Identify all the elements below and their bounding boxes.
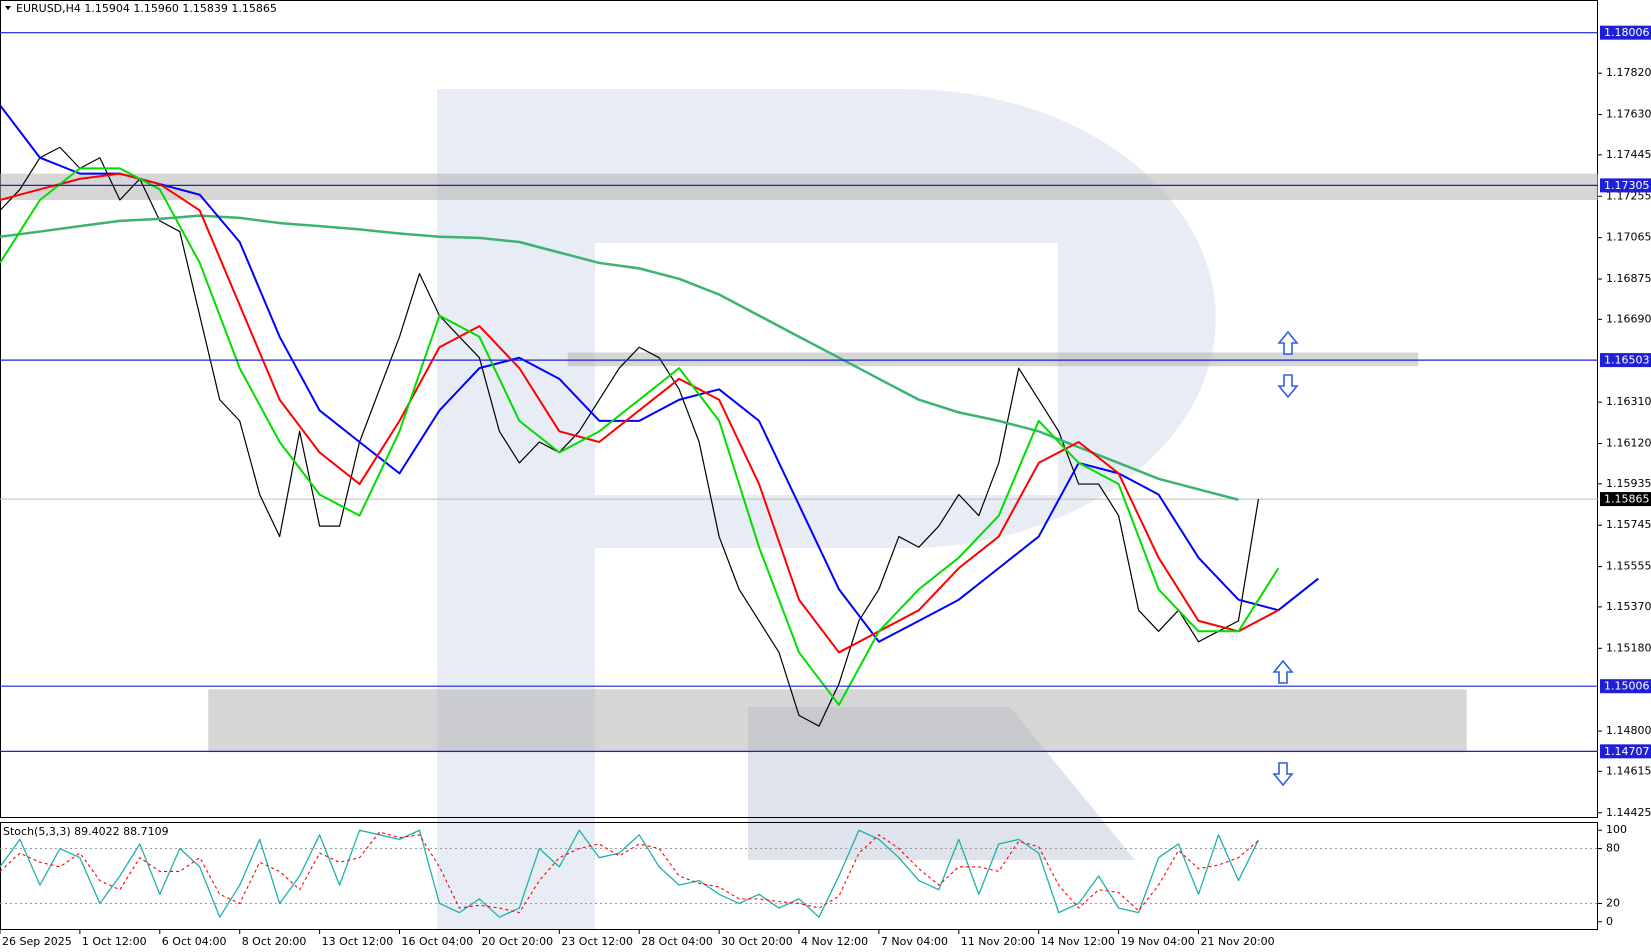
y-tick-label: 1.16120 xyxy=(1606,437,1651,450)
y-tick-label: 1.17820 xyxy=(1606,66,1651,79)
level-label-box xyxy=(1600,679,1651,694)
y-tick-label: 80 xyxy=(1606,842,1620,855)
symbol-menu-icon xyxy=(5,6,11,10)
level-label: 1.18006 xyxy=(1604,26,1650,39)
x-tick-label: 21 Nov 20:00 xyxy=(1201,935,1275,948)
level-label-box xyxy=(1600,353,1651,368)
main-pane-frame xyxy=(0,0,1598,818)
x-tick-label: 28 Oct 04:00 xyxy=(641,935,713,948)
series-line xyxy=(0,167,1280,706)
watermark-bar xyxy=(437,89,595,930)
y-tick-label: 1.16310 xyxy=(1606,395,1651,408)
arrow-down xyxy=(1272,762,1294,787)
x-tick-label: 6 Oct 04:00 xyxy=(162,935,227,948)
y-tick-label: 1.14800 xyxy=(1606,724,1651,737)
x-tick-label: 30 Oct 20:00 xyxy=(721,935,793,948)
series-line xyxy=(0,146,1260,727)
arrow-up xyxy=(1272,659,1294,684)
y-tick-label: 1.15935 xyxy=(1606,477,1651,490)
y-tick-label: 1.17255 xyxy=(1606,189,1651,202)
series-line xyxy=(0,214,1239,501)
zone xyxy=(0,173,1598,200)
annotations xyxy=(1272,330,1299,787)
series-line xyxy=(0,831,1259,914)
level-label: 1.17305 xyxy=(1604,179,1650,192)
x-tick-label: 14 Nov 12:00 xyxy=(1041,935,1115,948)
y-tick-label: 1.15370 xyxy=(1606,600,1651,613)
x-tick-label: 8 Oct 20:00 xyxy=(242,935,307,948)
y-tick-label: 1.15745 xyxy=(1606,518,1651,531)
stoch-pane-frame xyxy=(0,822,1598,930)
zone xyxy=(567,352,1419,367)
level-label: 1.15006 xyxy=(1604,680,1650,693)
x-tick-label: 11 Nov 20:00 xyxy=(961,935,1035,948)
y-tick-label: 1.17445 xyxy=(1606,148,1651,161)
level-label: 1.14707 xyxy=(1604,745,1650,758)
y-tick-label: 1.14615 xyxy=(1606,764,1651,777)
x-tick-label: 7 Nov 04:00 xyxy=(881,935,948,948)
x-tick-label: 26 Sep 2025 xyxy=(2,935,72,948)
last-price-box xyxy=(1600,492,1651,507)
y-tick-label: 1.17630 xyxy=(1606,108,1651,121)
level-label: 1.16503 xyxy=(1604,354,1650,367)
level-label-box xyxy=(1600,25,1651,40)
last-price-label: 1.15865 xyxy=(1604,493,1650,506)
x-tick-label: 23 Oct 12:00 xyxy=(561,935,633,948)
arrow-down xyxy=(1277,374,1299,399)
y-tick-label: 100 xyxy=(1606,823,1627,836)
zone xyxy=(208,689,1467,753)
x-tick-label: 16 Oct 04:00 xyxy=(402,935,474,948)
y-tick-label: 0 xyxy=(1606,915,1613,928)
y-tick-label: 20 xyxy=(1606,896,1620,909)
y-tick-label: 1.15555 xyxy=(1606,560,1651,573)
watermark-counter xyxy=(595,243,1058,495)
series-line xyxy=(0,829,1260,918)
y-tick-label: 1.17065 xyxy=(1606,231,1651,244)
y-tick-label: 1.16690 xyxy=(1606,312,1651,325)
indicator-title: Stoch(5,3,3) 89.4022 88.7109 xyxy=(3,825,169,838)
level-label-box xyxy=(1600,178,1651,193)
level-label-box xyxy=(1600,744,1651,759)
y-tick-label: 1.14425 xyxy=(1606,806,1651,819)
series-line xyxy=(0,104,1319,643)
x-tick-label: 20 Oct 20:00 xyxy=(481,935,553,948)
y-tick-label: 1.15180 xyxy=(1606,641,1651,654)
arrow-up xyxy=(1277,330,1299,355)
x-tick-label: 13 Oct 12:00 xyxy=(322,935,394,948)
x-tick-label: 19 Nov 04:00 xyxy=(1121,935,1195,948)
x-tick-label: 4 Nov 12:00 xyxy=(801,935,868,948)
y-tick-label: 1.16875 xyxy=(1606,272,1651,285)
chart-title: EURUSD,H4 1.15904 1.15960 1.15839 1.1586… xyxy=(16,2,277,15)
x-tick-label: 1 Oct 12:00 xyxy=(82,935,147,948)
